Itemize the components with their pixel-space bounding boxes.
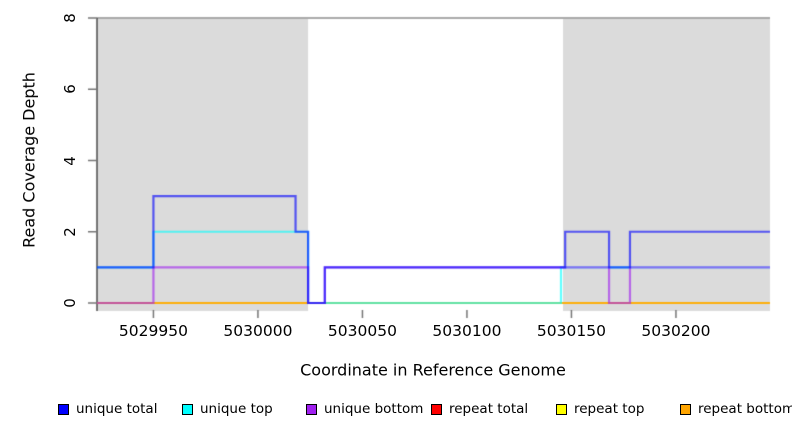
legend-item-unique-total: unique total bbox=[58, 398, 157, 420]
x-tick-label-5030000: 5030000 bbox=[223, 322, 293, 340]
legend-label: repeat top bbox=[574, 401, 645, 417]
y-tick-label-2: 2 bbox=[61, 226, 79, 237]
x-axis-title: Coordinate in Reference Genome bbox=[300, 360, 566, 380]
unique-top-swatch-icon bbox=[182, 403, 193, 415]
y-tick-label-4: 4 bbox=[61, 155, 79, 166]
legend-label: repeat total bbox=[449, 401, 529, 417]
y-tick-label-6: 6 bbox=[61, 84, 79, 95]
unique-bottom-swatch-icon bbox=[306, 403, 317, 415]
legend-item-unique-bottom: unique bottom bbox=[306, 398, 423, 420]
y-tick-label-8: 8 bbox=[61, 13, 79, 23]
legend-item-unique-top: unique top bbox=[182, 398, 273, 420]
x-tick-label-5030200: 5030200 bbox=[641, 322, 711, 340]
legend-item-repeat-top: repeat top bbox=[556, 398, 644, 420]
x-tick-label-5029950: 5029950 bbox=[118, 322, 188, 340]
repeat-bottom-swatch-icon bbox=[680, 403, 691, 415]
legend: unique total unique top unique bottom re… bbox=[0, 398, 792, 422]
y-tick-label-0: 0 bbox=[61, 298, 79, 308]
legend-label: repeat bottom bbox=[698, 401, 792, 417]
x-tick-label-5030050: 5030050 bbox=[327, 322, 397, 340]
unique-total-swatch-icon bbox=[58, 403, 69, 415]
x-tick-label-5030100: 5030100 bbox=[432, 322, 502, 340]
repeat-total-swatch-icon bbox=[431, 403, 442, 415]
legend-label: unique top bbox=[200, 401, 273, 417]
legend-label: unique bottom bbox=[324, 401, 424, 417]
legend-item-repeat-bottom: repeat bottom bbox=[680, 398, 792, 420]
legend-item-repeat-total: repeat total bbox=[431, 398, 528, 420]
y-axis-title: Read Coverage Depth bbox=[19, 72, 39, 248]
legend-label: unique total bbox=[76, 401, 158, 417]
repeat-top-swatch-icon bbox=[556, 403, 567, 415]
x-tick-label-5030150: 5030150 bbox=[536, 322, 606, 340]
